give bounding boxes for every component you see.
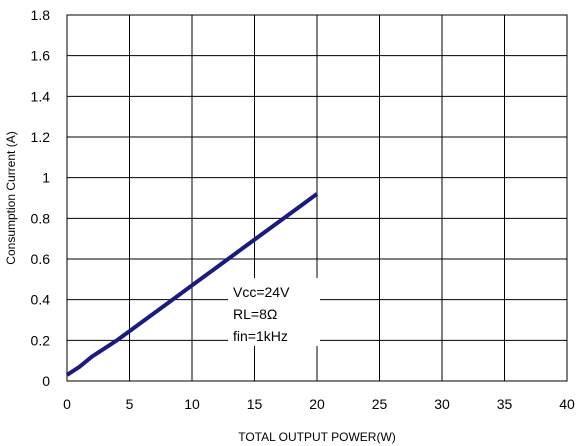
y-tick-label: 1 <box>42 170 50 186</box>
x-tick-label: 15 <box>247 396 263 412</box>
x-tick-labels: 0 5 10 15 20 25 30 35 40 <box>63 396 575 412</box>
annotation-box: Vcc=24V RL=8Ω fin=1kHz <box>228 278 320 346</box>
annotation-text: RL=8Ω <box>233 306 277 322</box>
y-tick-label: 1.6 <box>31 48 51 64</box>
x-tick-label: 25 <box>372 396 388 412</box>
x-tick-label: 10 <box>184 396 200 412</box>
x-tick-label: 30 <box>434 396 450 412</box>
y-tick-label: 1.2 <box>31 129 51 145</box>
y-tick-label: 0 <box>42 373 50 389</box>
x-tick-label: 40 <box>559 396 575 412</box>
y-axis-label: Consumption Current (A) <box>4 131 18 264</box>
y-tick-label: 0.4 <box>31 292 51 308</box>
grid-lines <box>66 14 568 382</box>
x-tick-label: 0 <box>63 396 71 412</box>
series-group <box>65 192 319 377</box>
x-axis-label: TOTAL OUTPUT POWER(W) <box>238 430 396 444</box>
y-tick-label: 0.8 <box>31 210 51 226</box>
x-tick-label: 5 <box>126 396 134 412</box>
y-tick-label: 1.8 <box>31 7 51 23</box>
series-line <box>65 192 319 377</box>
y-tick-label: 0.2 <box>31 332 51 348</box>
y-tick-label: 1.4 <box>31 88 51 104</box>
annotation-background <box>228 278 320 346</box>
y-tick-labels: 0 0.2 0.4 0.6 0.8 1 1.2 1.4 1.6 1.8 <box>31 7 51 389</box>
plot-area <box>66 14 568 382</box>
x-tick-label: 20 <box>309 396 325 412</box>
y-tick-label: 0.6 <box>31 251 51 267</box>
annotation-text: fin=1kHz <box>233 328 288 344</box>
annotation-text: Vcc=24V <box>233 284 290 300</box>
x-tick-label: 35 <box>497 396 513 412</box>
